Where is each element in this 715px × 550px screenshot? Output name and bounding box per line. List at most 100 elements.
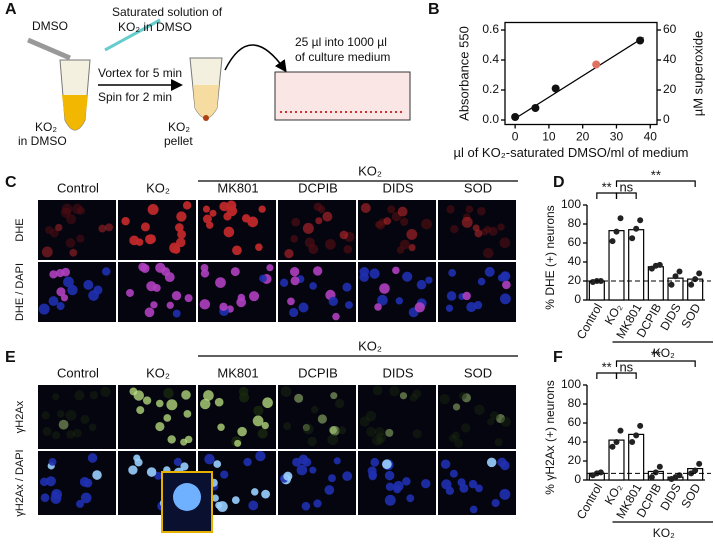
cell: [215, 501, 223, 509]
cell: [408, 243, 416, 252]
column-label: Control: [57, 180, 99, 195]
cell: [121, 216, 130, 226]
cell: [88, 423, 97, 432]
cell: [292, 457, 302, 467]
cell: [489, 411, 499, 421]
cell: [477, 206, 486, 216]
y-tick-label: 20: [568, 453, 582, 467]
cell: [465, 205, 474, 214]
group-label: KO₂: [653, 346, 675, 360]
cell: [261, 489, 270, 499]
cell: [248, 500, 259, 511]
cell: [372, 385, 383, 396]
cell: [102, 267, 111, 276]
significance-label: **: [602, 359, 612, 374]
point: [636, 36, 645, 45]
cell: [449, 469, 458, 478]
cell: [302, 222, 314, 234]
column-label: KO₂: [146, 365, 170, 380]
panel-label: F: [553, 349, 563, 366]
cell: [484, 266, 495, 277]
cell: [339, 230, 349, 240]
cell: [315, 217, 323, 225]
cell: [425, 276, 433, 284]
point: [652, 469, 659, 476]
column-label: DIDS: [382, 365, 413, 380]
cell: [359, 416, 370, 427]
cell: [255, 450, 266, 462]
cell: [146, 281, 157, 292]
cell: [452, 403, 461, 411]
cell: [133, 390, 144, 401]
cell: [237, 426, 247, 437]
cell: [174, 223, 184, 232]
cell: [369, 268, 380, 279]
cell: [406, 228, 418, 240]
cell: [329, 426, 337, 435]
cell: [173, 457, 182, 467]
cell: [457, 478, 466, 487]
x-tick-label: 30: [610, 130, 624, 144]
cell: [145, 234, 155, 245]
cell: [52, 431, 61, 440]
cell: [105, 223, 114, 232]
cell: [45, 225, 54, 234]
significance-label: ns: [619, 359, 633, 374]
cell: [308, 244, 319, 255]
point: [648, 474, 655, 481]
point: [633, 432, 640, 439]
cell: [93, 285, 103, 295]
cell: [491, 498, 500, 508]
cell: [366, 426, 377, 437]
protocol-text: Vortex for 5 min: [98, 66, 182, 80]
cell: [298, 302, 309, 313]
cell: [48, 296, 59, 306]
cell: [58, 419, 69, 430]
cell: [412, 429, 422, 439]
row-label: DHE: [14, 218, 26, 241]
cell: [55, 223, 63, 232]
cell: [317, 205, 326, 214]
cell: [384, 494, 396, 506]
cell: [202, 214, 212, 224]
cell: [257, 428, 268, 439]
cell: [342, 471, 353, 482]
cell: [328, 474, 336, 483]
cell: [500, 460, 510, 471]
point: [511, 113, 520, 121]
column-label: SOD: [464, 365, 492, 380]
micrograph: [38, 200, 116, 260]
cell: [309, 282, 317, 290]
cell: [392, 266, 400, 275]
cell: [290, 235, 299, 243]
cell: [183, 410, 192, 418]
y-tick-label: 40: [568, 254, 582, 268]
cell: [76, 234, 85, 243]
y2-tick-label: 0: [663, 112, 670, 126]
cell: [176, 211, 187, 222]
cell: [203, 390, 214, 401]
y-axis-label: % DHE (+) neurons: [543, 205, 557, 309]
y-tick-label: 0.2: [482, 82, 499, 96]
row-label: γH2Ax: [14, 400, 26, 433]
cell: [49, 228, 59, 238]
x-tick-label: 40: [644, 130, 658, 144]
cell: [213, 460, 222, 468]
cell: [374, 303, 382, 311]
cell: [333, 457, 341, 465]
cell: [45, 476, 56, 487]
y2-tick-label: 20: [663, 82, 677, 96]
cell: [211, 494, 219, 502]
x-tick-label: 20: [576, 130, 590, 144]
cell: [231, 496, 240, 504]
point: [617, 427, 624, 434]
cell: [325, 239, 336, 250]
x-tick-label: SOD: [678, 481, 703, 511]
y-tick-label: 0: [574, 472, 581, 486]
cell: [317, 414, 327, 424]
panel-label: E: [5, 349, 16, 366]
cell: [494, 438, 503, 447]
cell: [451, 431, 460, 440]
point: [609, 443, 616, 450]
significance-label: **: [602, 179, 612, 194]
